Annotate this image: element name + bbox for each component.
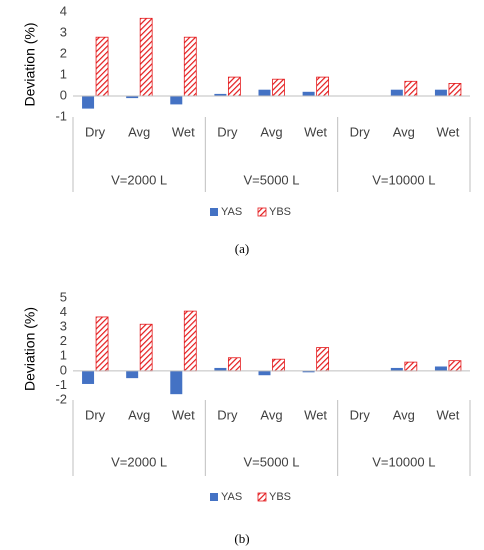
x-tick-label: Wet: [304, 124, 327, 139]
bar: [82, 96, 95, 109]
bar: [404, 80, 418, 97]
x-tick-label: Avg: [260, 124, 282, 139]
x-tick-label: Dry: [350, 407, 371, 422]
bar: [95, 316, 109, 372]
bar: [95, 36, 109, 97]
y-tick-label: 2: [60, 45, 67, 60]
y-tick-label: 0: [60, 87, 67, 102]
legend-label: YBS: [269, 206, 291, 218]
x-tick-label: Dry: [217, 407, 238, 422]
y-tick-label: 3: [60, 24, 67, 39]
legend-swatch: [210, 493, 218, 501]
bar: [448, 83, 462, 97]
bar: [258, 89, 271, 96]
bar: [434, 366, 447, 371]
x-tick-label: Avg: [393, 124, 415, 139]
x-tick-label: Dry: [350, 124, 371, 139]
y-tick-label: 1: [60, 348, 67, 363]
group-label: V=5000 L: [243, 454, 299, 469]
caption: (b): [234, 531, 249, 546]
group-label: V=10000 L: [372, 454, 435, 469]
bar: [139, 17, 153, 97]
bar: [390, 89, 403, 96]
y-tick-label: -1: [55, 377, 67, 392]
legend-label: YBS: [269, 491, 291, 503]
bar: [139, 323, 153, 372]
bar: [316, 347, 330, 372]
bar: [272, 78, 285, 97]
bar: [183, 310, 197, 372]
x-tick-label: Avg: [260, 407, 282, 422]
bar: [434, 89, 447, 96]
bar: [214, 93, 227, 96]
bar: [170, 96, 183, 105]
x-tick-label: Avg: [393, 407, 415, 422]
x-tick-label: Wet: [304, 407, 327, 422]
y-tick-label: 4: [60, 304, 67, 319]
y-tick-label: 1: [60, 66, 67, 81]
y-axis-label: Deviation (%): [22, 22, 38, 106]
group-label: V=10000 L: [372, 172, 435, 187]
y-tick-label: 4: [60, 3, 67, 18]
x-tick-label: Wet: [436, 407, 459, 422]
x-tick-label: Dry: [217, 124, 238, 139]
legend-label: YAS: [221, 206, 242, 218]
x-tick-label: Wet: [172, 407, 195, 422]
bar: [316, 76, 330, 97]
bar: [390, 367, 403, 371]
x-tick-label: Dry: [85, 124, 106, 139]
y-tick-label: 3: [60, 319, 67, 334]
x-tick-label: Wet: [436, 124, 459, 139]
legend-swatch: [210, 208, 218, 216]
bar: [170, 370, 183, 395]
y-tick-label: -1: [55, 108, 67, 123]
bar: [302, 91, 315, 96]
group-label: V=5000 L: [243, 172, 299, 187]
y-tick-label: 0: [60, 362, 67, 377]
bar: [214, 367, 227, 371]
y-axis-label: Deviation (%): [22, 307, 38, 391]
x-tick-label: Avg: [128, 124, 150, 139]
y-tick-label: -2: [55, 391, 67, 406]
y-tick-label: 5: [60, 289, 67, 304]
bar: [404, 361, 418, 372]
bar: [258, 370, 271, 376]
group-label: V=2000 L: [111, 172, 167, 187]
bar: [272, 358, 285, 372]
bar: [227, 76, 241, 97]
bar: [448, 360, 462, 372]
x-tick-label: Dry: [85, 407, 106, 422]
legend-swatch: [257, 492, 267, 502]
bar: [302, 370, 315, 373]
bar: [82, 370, 95, 384]
legend-label: YAS: [221, 491, 242, 503]
caption: (a): [235, 241, 249, 256]
x-tick-label: Wet: [172, 124, 195, 139]
group-label: V=2000 L: [111, 454, 167, 469]
y-tick-label: 2: [60, 333, 67, 348]
bar: [227, 357, 241, 372]
bar: [126, 96, 139, 99]
legend-swatch: [257, 207, 267, 217]
bar: [183, 36, 197, 97]
bar: [126, 370, 139, 379]
x-tick-label: Avg: [128, 407, 150, 422]
